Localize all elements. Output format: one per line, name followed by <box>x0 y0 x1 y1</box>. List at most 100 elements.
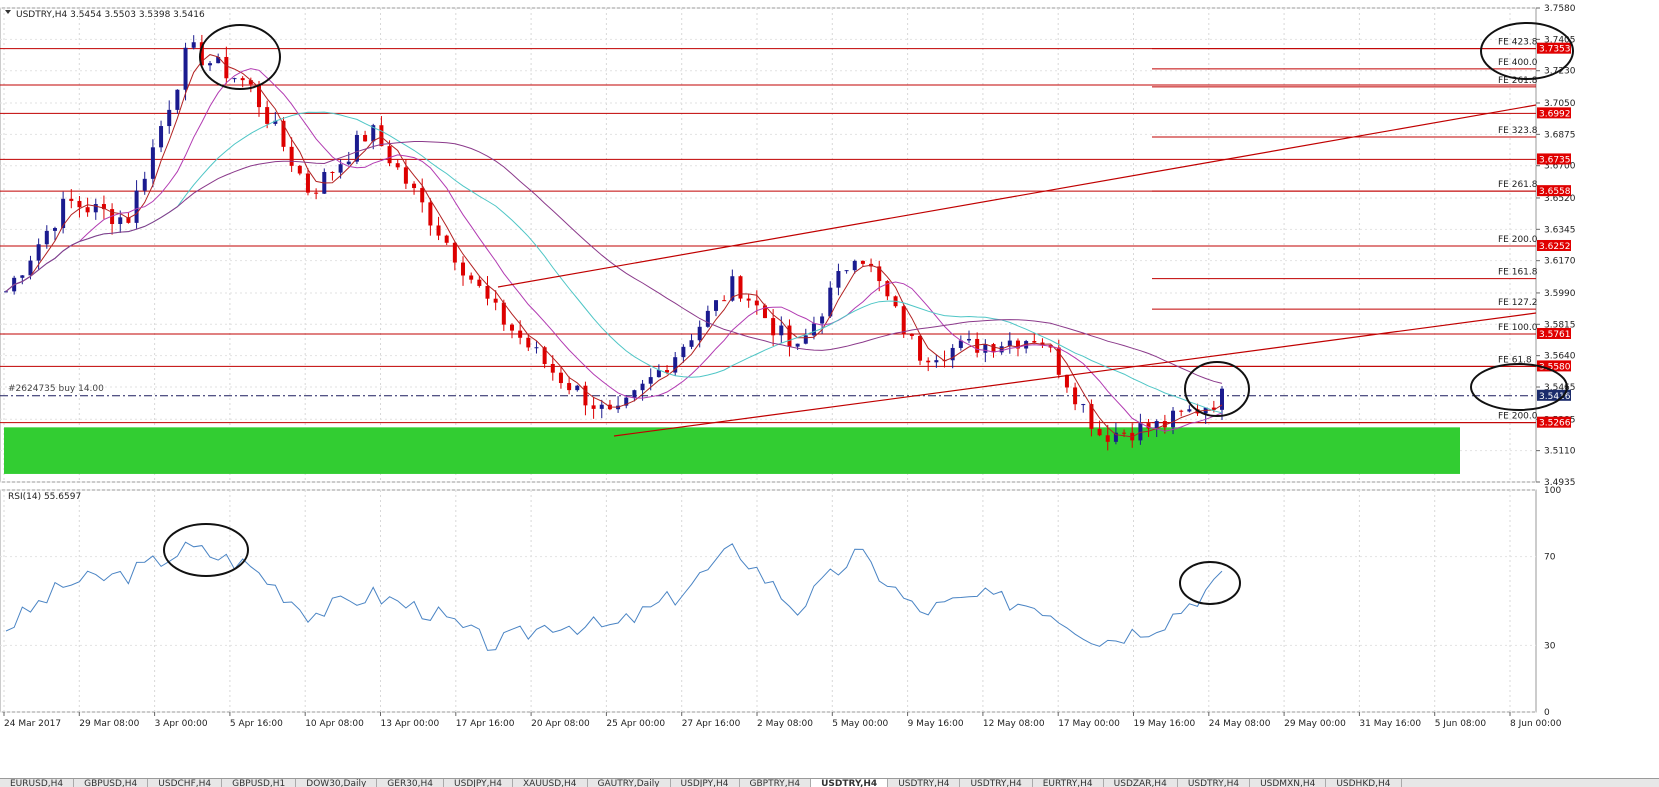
time-axis-label: 31 May 16:00 <box>1359 719 1421 729</box>
chart-tab[interactable]: GBPUSD,H4 <box>74 779 149 787</box>
current-price-label: 3.5416 <box>1539 392 1571 402</box>
candle-body <box>1105 435 1110 442</box>
candle-body <box>191 42 196 48</box>
chart-tab[interactable]: USDJPY,H4 <box>671 779 740 787</box>
fib-expansion-label: FE 61.8 <box>1498 355 1532 365</box>
candle-body <box>771 318 776 336</box>
candle-body <box>428 202 433 226</box>
chart-tab[interactable]: GBPTRY,H4 <box>740 779 812 787</box>
ma-cyan-line <box>5 111 1223 414</box>
candle-body <box>52 228 57 231</box>
candle-body <box>175 89 180 110</box>
level-price-label: 3.6735 <box>1539 155 1571 165</box>
candle-body <box>1097 428 1102 436</box>
candle-body <box>1081 404 1086 406</box>
level-price-label: 3.6558 <box>1539 187 1571 197</box>
chart-tab[interactable]: EURTRY,H4 <box>1033 779 1104 787</box>
chart-tab[interactable]: DOW30,Daily <box>296 779 378 787</box>
price-axis-label: 3.6345 <box>1544 225 1576 235</box>
candle-body <box>1146 423 1151 429</box>
candle-body <box>1122 432 1127 434</box>
candle-body <box>811 323 816 336</box>
candle-body <box>803 335 808 344</box>
chart-tab[interactable]: GER30,H4 <box>377 779 445 787</box>
price-axis-label: 3.7050 <box>1544 99 1576 109</box>
level-price-tag <box>1537 185 1571 197</box>
time-axis-label: 17 May 00:00 <box>1058 719 1120 729</box>
candle-body <box>518 330 523 338</box>
candle-body <box>363 135 368 142</box>
time-axis-label: 13 Apr 00:00 <box>381 719 440 729</box>
level-price-tag <box>1537 42 1571 54</box>
candle-body <box>224 56 229 79</box>
chart-tab[interactable]: USDZAR,H4 <box>1104 779 1178 787</box>
chart-tab[interactable]: USDTRY,H4 <box>1178 779 1251 787</box>
candle-body <box>1040 342 1045 345</box>
fib-expansion-label: FE 261.8 <box>1498 180 1538 190</box>
chart-tab[interactable]: USDTRY,H4 <box>888 779 961 787</box>
candle-body <box>273 120 278 124</box>
level-price-tag <box>1537 107 1571 119</box>
chart-tab[interactable]: USDTRY,H4 <box>811 779 889 787</box>
candle-body <box>926 360 931 363</box>
chart-tab[interactable]: GAUTRY,Daily <box>588 779 671 787</box>
level-price-label: 3.6252 <box>1539 242 1571 252</box>
candle-body <box>509 324 514 331</box>
candle-body <box>632 390 637 398</box>
fib-expansion-label: FE 261.8 <box>1498 76 1538 86</box>
fib-expansion-label: FE 127.2 <box>1498 298 1538 308</box>
chart-title: USDTRY,H4 3.5454 3.5503 3.5398 3.5416 <box>16 10 205 20</box>
level-price-tag <box>1537 360 1571 372</box>
order-label: #2624735 buy 14.00 <box>8 384 104 394</box>
candle-body <box>534 347 539 349</box>
time-axis-label: 19 May 16:00 <box>1134 719 1196 729</box>
price-axis-label: 3.6875 <box>1544 130 1576 140</box>
candle-body <box>673 357 678 373</box>
chart-tab[interactable]: USDMXN,H4 <box>1250 779 1327 787</box>
time-axis-label: 25 Apr 00:00 <box>606 719 665 729</box>
level-price-label: 3.5580 <box>1539 362 1571 372</box>
candle-body <box>1187 409 1192 412</box>
chart-tab[interactable]: USDTRY,H4 <box>960 779 1033 787</box>
candle-body <box>844 270 849 272</box>
candle-body <box>779 325 784 336</box>
rsi-axis-label: 0 <box>1544 708 1550 718</box>
chart-tab[interactable]: EURUSD,H4 <box>0 779 75 787</box>
candle-body <box>110 209 115 224</box>
candle-body <box>469 275 474 280</box>
price-axis-label: 3.6700 <box>1544 162 1576 172</box>
candle-body <box>705 310 710 327</box>
candle-body <box>836 271 841 288</box>
candle-body <box>901 306 906 335</box>
candle-body <box>44 230 49 245</box>
level-price-label: 3.6992 <box>1539 109 1571 119</box>
highlight-ellipse-current <box>1184 361 1250 417</box>
chart-tab[interactable]: XAUUSD,H4 <box>513 779 588 787</box>
chart-tab[interactable]: USDHKD,H4 <box>1326 779 1402 787</box>
time-axis-label: 5 May 00:00 <box>832 719 888 729</box>
candle-body <box>134 190 139 223</box>
highlight-ellipse-axis-current <box>1470 363 1568 411</box>
candle-body <box>722 300 727 302</box>
candle-body <box>746 298 751 301</box>
candle-body <box>1179 410 1184 412</box>
chart-tab[interactable]: USDCHF,H4 <box>148 779 223 787</box>
candle-body <box>314 192 319 194</box>
candle-body <box>265 107 270 124</box>
candle-body <box>738 276 743 299</box>
time-axis-label: 20 Apr 08:00 <box>531 719 590 729</box>
candle-body <box>371 125 376 142</box>
candle-body <box>4 291 8 293</box>
candle-body <box>591 405 596 409</box>
chart-tab[interactable]: USDJPY,H4 <box>444 779 513 787</box>
chart-tab[interactable]: GBPUSD,H1 <box>222 779 297 787</box>
candle-body <box>991 344 996 353</box>
time-axis-label: 5 Jun 08:00 <box>1435 719 1487 729</box>
candle-body <box>909 334 914 336</box>
candle-body <box>346 161 351 165</box>
candle-body <box>208 63 213 66</box>
candle-body <box>624 397 629 406</box>
candle-body <box>477 279 482 286</box>
dropdown-arrow-icon <box>5 10 11 14</box>
